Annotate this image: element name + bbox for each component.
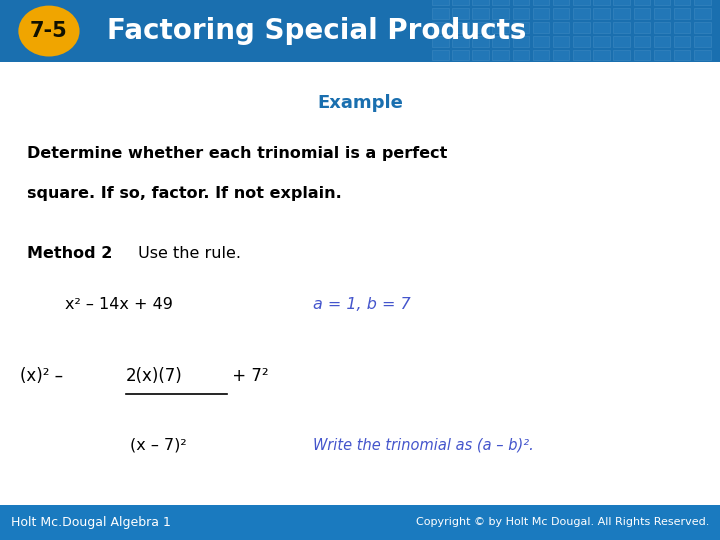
Bar [654,50,670,60]
Bar [674,22,690,33]
Bar [593,36,610,46]
Bar [694,22,711,33]
Bar [472,22,489,33]
Bar [553,36,570,46]
Bar [472,8,489,19]
Bar [694,8,711,19]
Bar [472,36,489,46]
Bar [513,36,529,46]
Text: 7-5: 7-5 [30,21,68,41]
Bar [432,50,449,60]
Bar [654,22,670,33]
Bar [553,8,570,19]
Bar [593,22,610,33]
Bar [674,50,690,60]
Bar [613,36,630,46]
Bar [694,36,711,46]
Bar [613,50,630,60]
Bar [674,36,690,46]
Bar [573,0,590,5]
Bar [634,22,650,33]
Bar [533,8,549,19]
Bar [654,36,670,46]
Bar [432,22,449,33]
Text: + 7²: + 7² [227,367,269,385]
Bar [513,50,529,60]
Text: Write the trinomial as (a – b)².: Write the trinomial as (a – b)². [313,437,534,453]
Text: a = 1, b = 7: a = 1, b = 7 [313,297,411,312]
Text: Method 2: Method 2 [27,246,113,261]
Bar [533,36,549,46]
Bar [452,36,469,46]
Bar [472,0,489,5]
Bar [694,0,711,5]
Bar [432,8,449,19]
Bar [553,50,570,60]
Bar [613,22,630,33]
Bar [452,0,469,5]
Bar [472,50,489,60]
Bar [593,0,610,5]
Bar [634,50,650,60]
Bar [513,22,529,33]
Bar [0,0,720,62]
Bar [573,50,590,60]
Bar [492,50,509,60]
Text: Use the rule.: Use the rule. [133,246,241,261]
Text: 2(x)(7): 2(x)(7) [126,367,183,385]
Bar [0,505,720,540]
Bar [533,0,549,5]
Bar [694,50,711,60]
Bar [452,8,469,19]
Bar [553,22,570,33]
Bar [533,50,549,60]
Text: Factoring Special Products: Factoring Special Products [107,17,526,45]
Bar [593,8,610,19]
Text: Determine whether each trinomial is a perfect: Determine whether each trinomial is a pe… [27,146,448,161]
Ellipse shape [19,5,79,57]
Bar [513,8,529,19]
Bar [634,0,650,5]
Bar [533,22,549,33]
Bar [452,50,469,60]
Bar [452,22,469,33]
Bar [654,8,670,19]
Bar [613,0,630,5]
Text: Example: Example [317,93,403,112]
Bar [634,36,650,46]
Bar [674,8,690,19]
Bar [573,22,590,33]
Text: x² – 14x + 49: x² – 14x + 49 [65,297,173,312]
Bar [593,50,610,60]
Text: (x)² –: (x)² – [20,367,68,385]
Bar [613,8,630,19]
Bar [492,22,509,33]
Text: Copyright © by Holt Mc Dougal. All Rights Reserved.: Copyright © by Holt Mc Dougal. All Right… [416,517,709,528]
Bar [513,0,529,5]
Bar [553,0,570,5]
Bar [492,8,509,19]
Bar [573,8,590,19]
Bar [573,36,590,46]
Bar [634,8,650,19]
Text: (x – 7)²: (x – 7)² [130,437,186,453]
Text: Holt Mc.Dougal Algebra 1: Holt Mc.Dougal Algebra 1 [11,516,171,529]
Bar [492,36,509,46]
Bar [492,0,509,5]
Bar [432,0,449,5]
Bar [432,36,449,46]
Bar [654,0,670,5]
Text: square. If so, factor. If not explain.: square. If so, factor. If not explain. [27,186,342,201]
Bar [674,0,690,5]
